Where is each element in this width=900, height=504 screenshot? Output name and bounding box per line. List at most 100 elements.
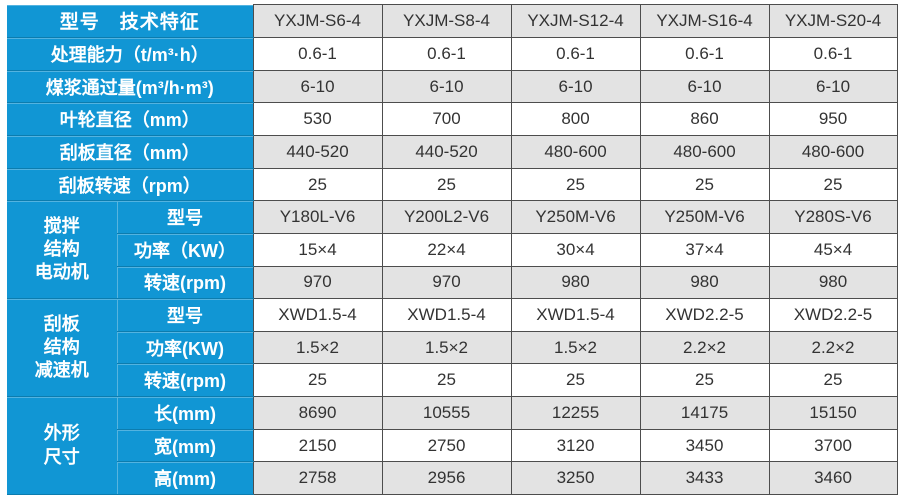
row-scraper-speed: 刮板转速（rpm） 25 25 25 25 25 <box>7 167 898 202</box>
value-cell: 25 <box>252 167 383 202</box>
value-cell: Y250M-V6 <box>639 200 770 234</box>
value-cell: 1.5×2 <box>252 330 383 365</box>
value-cell: 25 <box>381 167 512 202</box>
value-cell: Y280S-V6 <box>768 200 898 234</box>
value-cell: 25 <box>768 167 898 202</box>
value-cell: 25 <box>381 363 512 398</box>
value-cell: 480-600 <box>510 135 641 169</box>
value-cell: 25 <box>639 363 770 398</box>
row-capacity: 处理能力（t/m³·h） 0.6-1 0.6-1 0.6-1 0.6-1 0.6… <box>7 37 898 71</box>
group-label-reducer: 刮板 结构 减速机 <box>7 298 117 398</box>
value-cell: 37×4 <box>639 232 770 267</box>
row-reducer-model: 刮板 结构 减速机 型号 XWD1.5-4 XWD1.5-4 XWD1.5-4 … <box>7 298 898 398</box>
value-cell: XWD1.5-4 <box>252 298 383 332</box>
value-cell: 980 <box>639 265 770 300</box>
sub-label: 功率（KW） <box>116 233 254 267</box>
value-cell: 25 <box>639 167 770 202</box>
value-cell: 3120 <box>510 428 641 463</box>
model-header: YXJM-S12-4 <box>510 3 641 39</box>
value-cell: 22×4 <box>381 232 512 267</box>
value-cell: 3433 <box>639 461 770 495</box>
value-cell: 25 <box>252 363 383 398</box>
header-row: 型号 技术特征 YXJM-S6-4 YXJM-S8-4 YXJM-S12-4 Y… <box>7 3 898 39</box>
sub-label: 功率(KW) <box>116 331 254 365</box>
row-reducer-speed: 转速(rpm) 25 25 25 25 25 <box>7 363 898 398</box>
value-cell: 6-10 <box>381 69 512 104</box>
sub-label: 转速(rpm) <box>116 363 254 398</box>
group-label-motor: 搅拌 结构 电动机 <box>7 200 117 300</box>
value-cell: 970 <box>381 265 512 300</box>
row-throughput: 煤浆通过量(m³/h·m³) 6-10 6-10 6-10 6-10 6-10 <box>7 69 898 104</box>
row-label: 叶轮直径（mm） <box>7 102 254 137</box>
value-cell: 8690 <box>252 396 383 430</box>
corner-label: 型号 技术特征 <box>7 4 254 39</box>
value-cell: 15150 <box>768 396 898 430</box>
sub-label: 高(mm) <box>116 461 254 495</box>
value-cell: 6-10 <box>510 69 641 104</box>
value-cell: 2.2×2 <box>768 330 898 365</box>
value-cell: 6-10 <box>768 69 898 104</box>
row-length: 外形 尺寸 长(mm) 8690 10555 12255 14175 15150 <box>7 396 898 495</box>
row-label: 煤浆通过量(m³/h·m³) <box>7 70 254 104</box>
value-cell: 480-600 <box>768 135 898 169</box>
row-label: 处理能力（t/m³·h） <box>7 37 254 71</box>
value-cell: 970 <box>252 265 383 300</box>
value-cell: 860 <box>639 102 770 137</box>
value-cell: 980 <box>510 265 641 300</box>
model-header: YXJM-S6-4 <box>252 3 383 39</box>
value-cell: 950 <box>768 102 898 137</box>
value-cell: 0.6-1 <box>252 37 383 71</box>
value-cell: 14175 <box>639 396 770 430</box>
value-cell: 480-600 <box>639 135 770 169</box>
value-cell: 25 <box>768 363 898 398</box>
value-cell: 15×4 <box>252 232 383 267</box>
model-header: YXJM-S20-4 <box>768 3 898 39</box>
value-cell: 3460 <box>768 461 898 495</box>
value-cell: 1.5×2 <box>381 330 512 365</box>
value-cell: XWD2.2-5 <box>639 298 770 332</box>
value-cell: 25 <box>510 167 641 202</box>
value-cell: 30×4 <box>510 232 641 267</box>
value-cell: 0.6-1 <box>639 37 770 71</box>
row-scraper-diameter: 刮板直径（mm） 440-520 440-520 480-600 480-600… <box>7 135 898 169</box>
sub-label: 长(mm) <box>116 396 254 430</box>
row-motor-model: 搅拌 结构 电动机 型号 Y180L-V6 Y200L2-V6 Y250M-V6… <box>7 200 898 300</box>
row-height: 高(mm) 2758 2956 3250 3433 3460 <box>7 461 898 495</box>
value-cell: 10555 <box>381 396 512 430</box>
spec-table: 型号 技术特征 YXJM-S6-4 YXJM-S8-4 YXJM-S12-4 Y… <box>7 3 898 495</box>
value-cell: 45×4 <box>768 232 898 267</box>
value-cell: 2956 <box>381 461 512 495</box>
sub-label: 转速(rpm) <box>116 266 254 300</box>
value-cell: XWD1.5-4 <box>510 298 641 332</box>
value-cell: 25 <box>510 363 641 398</box>
sub-label: 型号 <box>116 298 254 332</box>
value-cell: 530 <box>252 102 383 137</box>
value-cell: 800 <box>510 102 641 137</box>
row-label: 刮板转速（rpm） <box>7 168 254 202</box>
value-cell: 2.2×2 <box>639 330 770 365</box>
value-cell: 0.6-1 <box>510 37 641 71</box>
row-width: 宽(mm) 2150 2750 3120 3450 3700 <box>7 428 898 463</box>
value-cell: 0.6-1 <box>381 37 512 71</box>
value-cell: 2758 <box>252 461 383 495</box>
value-cell: 3700 <box>768 428 898 463</box>
row-motor-power: 功率（KW） 15×4 22×4 30×4 37×4 45×4 <box>7 232 898 267</box>
value-cell: 3250 <box>510 461 641 495</box>
value-cell: 440-520 <box>252 135 383 169</box>
row-impeller-diameter: 叶轮直径（mm） 530 700 800 860 950 <box>7 102 898 137</box>
sub-label: 型号 <box>116 200 254 234</box>
row-motor-speed: 转速(rpm) 970 970 980 980 980 <box>7 265 898 300</box>
value-cell: XWD1.5-4 <box>381 298 512 332</box>
value-cell: 980 <box>768 265 898 300</box>
value-cell: Y180L-V6 <box>252 200 383 234</box>
value-cell: Y250M-V6 <box>510 200 641 234</box>
value-cell: 1.5×2 <box>510 330 641 365</box>
value-cell: 0.6-1 <box>768 37 898 71</box>
value-cell: Y200L2-V6 <box>381 200 512 234</box>
value-cell: XWD2.2-5 <box>768 298 898 332</box>
model-header: YXJM-S16-4 <box>639 3 770 39</box>
value-cell: 6-10 <box>639 69 770 104</box>
row-reducer-power: 功率(KW) 1.5×2 1.5×2 1.5×2 2.2×2 2.2×2 <box>7 330 898 365</box>
group-label-dimensions: 外形 尺寸 <box>7 396 117 495</box>
